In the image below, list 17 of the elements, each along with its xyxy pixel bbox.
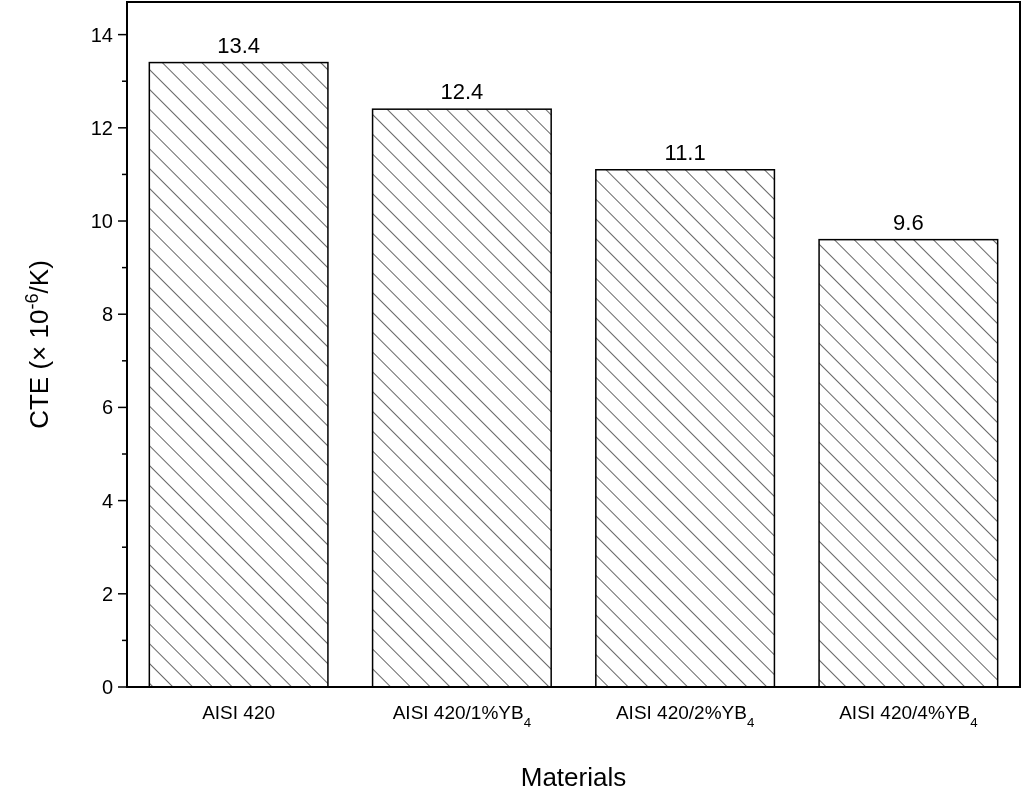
x-axis-title: Materials — [520, 762, 627, 792]
y-tick-label: 12 — [90, 116, 113, 139]
data-label: 11.1 — [664, 139, 706, 165]
y-tick-label: 0 — [101, 676, 113, 698]
data-label: 13.4 — [217, 32, 261, 58]
data-label: 12.4 — [440, 79, 484, 105]
data-label: 9.6 — [893, 209, 924, 235]
x-tick-label: AISI 420/2%YB$_{4}$ — [615, 702, 755, 730]
y-tick-label: 6 — [101, 396, 113, 419]
y-tick-label: 10 — [90, 210, 113, 233]
x-tick-label: AISI 420/4%YB$_{4}$ — [839, 702, 978, 730]
x-tick-label: AISI 420/1%YB$_{4}$ — [392, 702, 532, 730]
y-tick-label: 2 — [101, 582, 113, 605]
y-tick-label: 4 — [101, 489, 113, 512]
y-tick-label: 8 — [101, 303, 113, 326]
x-tick-label: AISI 420 — [202, 702, 276, 723]
y-tick-label: 14 — [90, 23, 113, 46]
